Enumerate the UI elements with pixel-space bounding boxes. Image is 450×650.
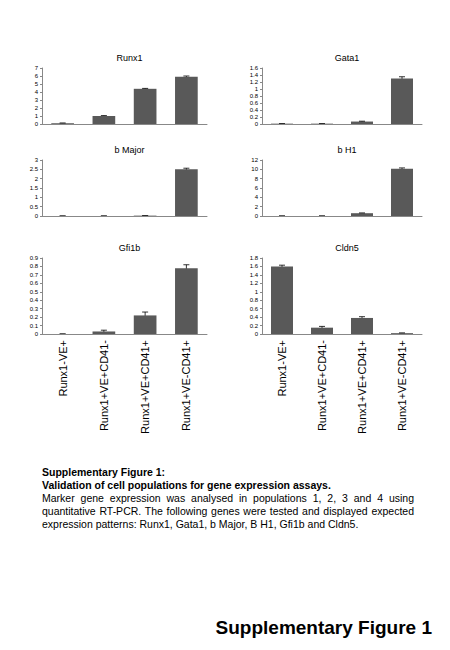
svg-text:6: 6 (255, 185, 259, 191)
html-text:Marker gene expression was ana: Marker gene expression was analysed in p… (42, 492, 414, 530)
svg-text:0: 0 (35, 331, 39, 337)
svg-text:Gata1: Gata1 (335, 53, 360, 63)
svg-text:0: 0 (255, 213, 259, 219)
svg-text:1.8: 1.8 (250, 255, 259, 261)
svg-text:0.9: 0.9 (30, 255, 39, 261)
svg-text:0.4: 0.4 (250, 314, 259, 320)
html-text:Supplementary Figure 1: Supplementary Figure 1 (215, 617, 432, 638)
svg-text:Runx1+VE+CD41-: Runx1+VE+CD41- (316, 340, 328, 431)
svg-text:4: 4 (255, 194, 259, 200)
svg-text:0.3: 0.3 (30, 306, 39, 312)
svg-text:1.2: 1.2 (250, 280, 259, 286)
svg-text:3: 3 (35, 157, 39, 163)
html-text:Validation of cell populations: Validation of cell populations for gene … (42, 479, 331, 491)
svg-text:1.4: 1.4 (250, 272, 259, 278)
svg-text:Gfi1b: Gfi1b (119, 243, 141, 253)
svg-text:2: 2 (35, 105, 39, 111)
svg-text:1: 1 (255, 86, 259, 92)
svg-text:Runx1+VE+CD41-: Runx1+VE+CD41- (98, 340, 110, 431)
svg-text:8: 8 (255, 176, 259, 182)
svg-text:0.4: 0.4 (30, 297, 39, 303)
svg-text:2: 2 (255, 204, 259, 210)
svg-text:Runx1+VE+CD41+: Runx1+VE+CD41+ (356, 340, 368, 434)
svg-text:2: 2 (35, 176, 39, 182)
svg-text:0.8: 0.8 (250, 93, 259, 99)
svg-text:b Major: b Major (114, 145, 144, 155)
svg-text:0.5: 0.5 (30, 289, 39, 295)
svg-text:1.6: 1.6 (250, 65, 259, 71)
svg-text:0.1: 0.1 (30, 323, 39, 329)
svg-text:0: 0 (35, 121, 39, 127)
svg-text:Runx1+VE-CD41+: Runx1+VE-CD41+ (396, 340, 408, 431)
svg-text:0: 0 (255, 331, 259, 337)
svg-text:7: 7 (35, 65, 39, 71)
svg-text:0.6: 0.6 (250, 100, 259, 106)
svg-text:0: 0 (35, 213, 39, 219)
svg-text:3: 3 (35, 97, 39, 103)
svg-text:1.2: 1.2 (250, 79, 259, 85)
svg-text:0.4: 0.4 (250, 107, 259, 113)
svg-text:0.8: 0.8 (250, 297, 259, 303)
svg-text:10: 10 (251, 166, 258, 172)
svg-text:6: 6 (35, 73, 39, 79)
svg-text:0.2: 0.2 (250, 114, 259, 120)
html-text:Supplementary Figure 1:: Supplementary Figure 1: (42, 466, 166, 478)
svg-text:0.2: 0.2 (30, 314, 39, 320)
svg-text:2.5: 2.5 (30, 166, 39, 172)
svg-text:b H1: b H1 (337, 145, 356, 155)
svg-text:0.8: 0.8 (30, 263, 39, 269)
svg-text:Runx1+VE-CD41+: Runx1+VE-CD41+ (180, 340, 192, 431)
svg-text:0.7: 0.7 (30, 272, 39, 278)
svg-text:Runx1+VE+CD41+: Runx1+VE+CD41+ (139, 340, 151, 434)
svg-text:0.5: 0.5 (30, 204, 39, 210)
svg-text:1.4: 1.4 (250, 72, 259, 78)
svg-text:1: 1 (255, 289, 259, 295)
svg-text:1: 1 (35, 113, 39, 119)
svg-text:5: 5 (35, 81, 39, 87)
svg-text:0.6: 0.6 (30, 280, 39, 286)
svg-text:Runx1-VE+: Runx1-VE+ (276, 340, 288, 397)
svg-text:0.2: 0.2 (250, 323, 259, 329)
svg-text:4: 4 (35, 89, 39, 95)
svg-text:0.6: 0.6 (250, 306, 259, 312)
svg-text:1: 1 (35, 194, 39, 200)
svg-text:Runx1: Runx1 (116, 53, 142, 63)
svg-text:Runx1-VE+: Runx1-VE+ (57, 340, 69, 397)
svg-text:1.5: 1.5 (30, 185, 39, 191)
svg-text:0: 0 (255, 121, 259, 127)
svg-text:1.6: 1.6 (250, 263, 259, 269)
svg-text:Cldn5: Cldn5 (335, 243, 359, 253)
svg-text:12: 12 (251, 157, 258, 163)
